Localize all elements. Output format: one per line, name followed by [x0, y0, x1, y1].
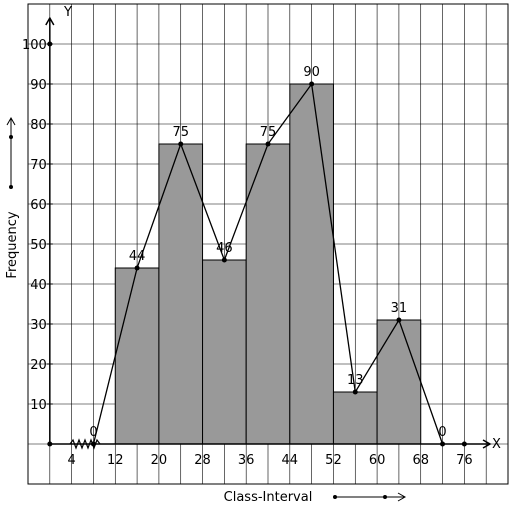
data-label: 13 [347, 373, 364, 388]
x-axis-title: Class-Interval [224, 490, 313, 505]
x-tick-label: 28 [194, 453, 211, 468]
x-axis-letter: X [492, 437, 501, 452]
polygon-point [265, 141, 271, 147]
y-tick-label: 100 [22, 38, 47, 53]
polygon-point [396, 317, 402, 323]
x-tick-label: 44 [282, 453, 299, 468]
data-label: 31 [391, 301, 408, 316]
histogram-bar [376, 319, 422, 445]
x-direction-arrow-icon [333, 492, 407, 502]
y-axis-letter: Y [63, 5, 72, 20]
x-tick-label: 20 [151, 453, 168, 468]
histogram-bar [114, 267, 160, 445]
x-tick-label: 52 [325, 453, 342, 468]
y-axis-arrow-icon [45, 16, 55, 26]
y-tick-label: 60 [30, 198, 47, 213]
y-axis-title: Frequency [5, 211, 20, 278]
data-label: 75 [172, 125, 189, 140]
x-axis-arrow-icon [482, 439, 492, 449]
data-label: 90 [303, 65, 320, 80]
data-label: 75 [260, 125, 277, 140]
x-tick-label: 36 [238, 453, 255, 468]
polygon-point [178, 141, 184, 147]
x-axis-end-point [461, 441, 467, 447]
axis-break-zigzag-icon [69, 438, 101, 450]
y-tick-label: 80 [30, 118, 47, 133]
polygon-point [134, 265, 140, 271]
x-tick-label: 60 [369, 453, 386, 468]
polygon-point [221, 257, 227, 263]
histogram-bar [332, 391, 378, 445]
histogram-bar [245, 143, 291, 445]
x-tick-label: 68 [412, 453, 429, 468]
data-label: 0 [438, 425, 446, 440]
axes [45, 16, 492, 449]
histogram-bar [289, 83, 334, 445]
polygon-point [440, 441, 446, 447]
polygon-point [309, 81, 315, 87]
origin-point [47, 441, 53, 447]
y-tick-label: 10 [30, 398, 47, 413]
x-tick-label: 4 [67, 453, 75, 468]
labels: 10 20 30 40 50 60 70 80 90 100 4 12 20 28 36 44 52 60 68 76… [22, 38, 473, 468]
y-direction-arrow-icon [6, 116, 16, 189]
y-tick-label: 90 [30, 78, 47, 93]
y-tick-label: 20 [30, 358, 47, 373]
y-tick-label: 70 [30, 158, 47, 173]
polygon-point [352, 389, 358, 395]
data-label: 46 [216, 241, 233, 256]
histogram-bar [202, 259, 247, 445]
x-tick-label: 76 [456, 453, 473, 468]
y-tick-label: 40 [30, 278, 47, 293]
y-tick-label: 50 [30, 238, 47, 253]
data-label: 0 [89, 425, 97, 440]
bars [114, 83, 422, 445]
histogram-bar [158, 143, 204, 445]
x-tick-label: 12 [107, 453, 124, 468]
data-label: 44 [129, 249, 146, 264]
y-tick-label: 30 [30, 318, 47, 333]
